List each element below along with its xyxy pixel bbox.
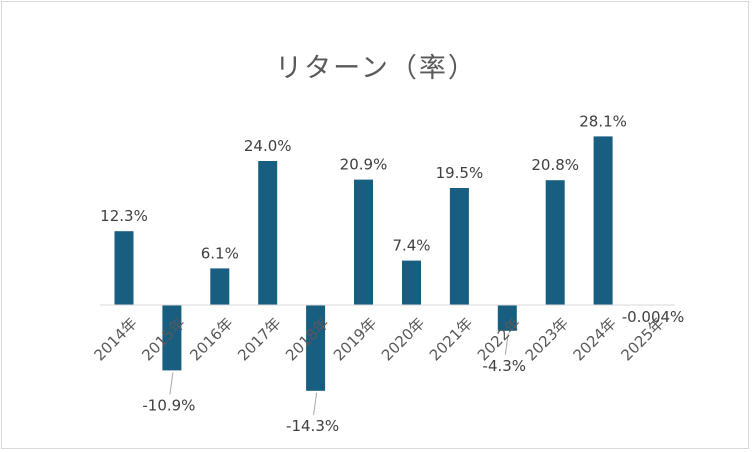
data-label-2021年: 19.5% bbox=[436, 164, 484, 182]
data-label-2016年: 6.1% bbox=[201, 244, 239, 262]
data-label-2015年: -10.9% bbox=[142, 396, 195, 414]
tick-label-2024年: 2024年 bbox=[570, 314, 620, 364]
tick-label-2016年: 2016年 bbox=[186, 314, 236, 364]
bar-2022年 bbox=[497, 305, 517, 331]
bar-2015年 bbox=[162, 305, 182, 371]
data-label-2020年: 7.4% bbox=[392, 237, 430, 255]
data-label-2025年: -0.004% bbox=[622, 308, 685, 326]
bar-2016年 bbox=[210, 268, 230, 305]
bars-group bbox=[114, 136, 661, 391]
data-label-2024年: 28.1% bbox=[579, 112, 627, 130]
bar-2019年 bbox=[354, 179, 373, 305]
data-label-2019年: 20.9% bbox=[340, 156, 388, 174]
leader-lines bbox=[169, 332, 509, 415]
bar-2021年 bbox=[449, 188, 469, 305]
tick-label-2020年: 2020年 bbox=[378, 314, 428, 364]
bar-2014年 bbox=[114, 231, 134, 305]
bar-2020年 bbox=[402, 260, 421, 305]
data-label-2023年: 20.8% bbox=[531, 156, 579, 174]
data-label-2014年: 12.3% bbox=[100, 207, 148, 225]
chart-title: リターン（率） bbox=[275, 53, 477, 84]
leader-line-2022年 bbox=[504, 332, 509, 355]
tick-label-2021年: 2021年 bbox=[426, 314, 476, 364]
leader-line-2018年 bbox=[313, 392, 318, 415]
tick-label-2019年: 2019年 bbox=[330, 314, 380, 364]
data-label-2022年: -4.3% bbox=[483, 357, 527, 375]
leader-line-2015年 bbox=[169, 372, 174, 395]
bar-2023年 bbox=[545, 180, 565, 305]
tick-label-2017年: 2017年 bbox=[234, 314, 284, 364]
data-labels: 12.3% -10.9% 6.1% 24.0% -14.3% 20.9% 7.4% 19.5%… bbox=[100, 112, 684, 434]
tick-label-2014年: 2014年 bbox=[90, 314, 140, 364]
bar-2024年 bbox=[593, 136, 613, 305]
bar-2017年 bbox=[258, 161, 278, 305]
data-label-2017年: 24.0% bbox=[244, 137, 292, 155]
tick-label-2023年: 2023年 bbox=[522, 314, 572, 364]
data-label-2018年: -14.3% bbox=[286, 417, 339, 435]
bar-2018年 bbox=[306, 305, 326, 391]
